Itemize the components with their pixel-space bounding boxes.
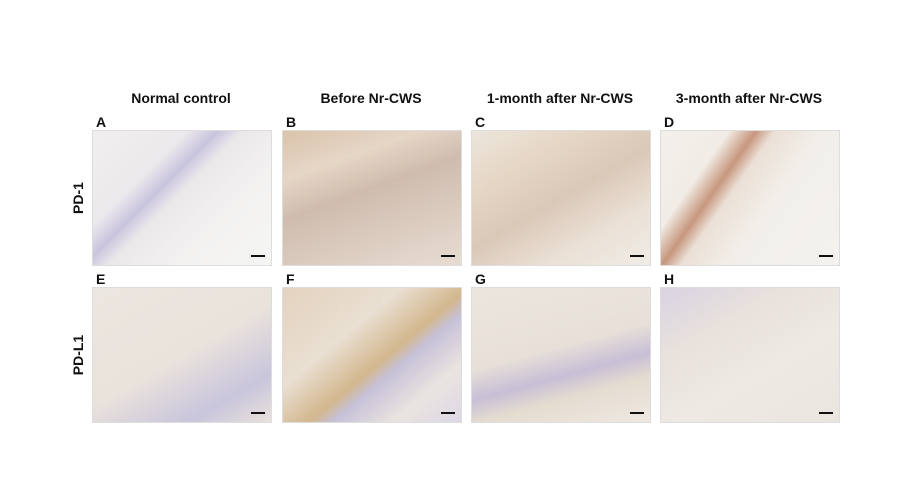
scale-bar	[251, 255, 265, 257]
scale-bar	[630, 412, 644, 414]
panel-letter: C	[475, 114, 486, 130]
panel-letter: G	[475, 271, 486, 287]
column-title: 3-month after Nr-CWS	[675, 90, 823, 106]
micrograph	[282, 130, 462, 266]
scale-bar	[441, 412, 455, 414]
panel-letter: B	[286, 114, 297, 130]
scale-bar	[441, 255, 455, 257]
micrograph	[471, 130, 651, 266]
scale-bar	[630, 255, 644, 257]
micrograph	[471, 287, 651, 423]
micrograph	[92, 287, 272, 423]
scale-bar	[251, 412, 265, 414]
micrograph	[660, 287, 840, 423]
panel-letter: E	[96, 271, 106, 287]
panel-letter: F	[286, 271, 295, 287]
row-label: PD-L1	[70, 334, 86, 376]
micrograph	[660, 130, 840, 266]
scale-bar	[819, 255, 833, 257]
micrograph	[92, 130, 272, 266]
row-label: PD-1	[70, 182, 86, 214]
scale-bar	[819, 412, 833, 414]
micrograph	[282, 287, 462, 423]
panel-letter: H	[664, 271, 675, 287]
column-title: 1-month after Nr-CWS	[486, 90, 634, 106]
panel-letter: A	[96, 114, 107, 130]
panel-letter: D	[664, 114, 675, 130]
column-title: Before Nr-CWS	[320, 90, 422, 106]
column-title: Normal control	[131, 90, 231, 106]
